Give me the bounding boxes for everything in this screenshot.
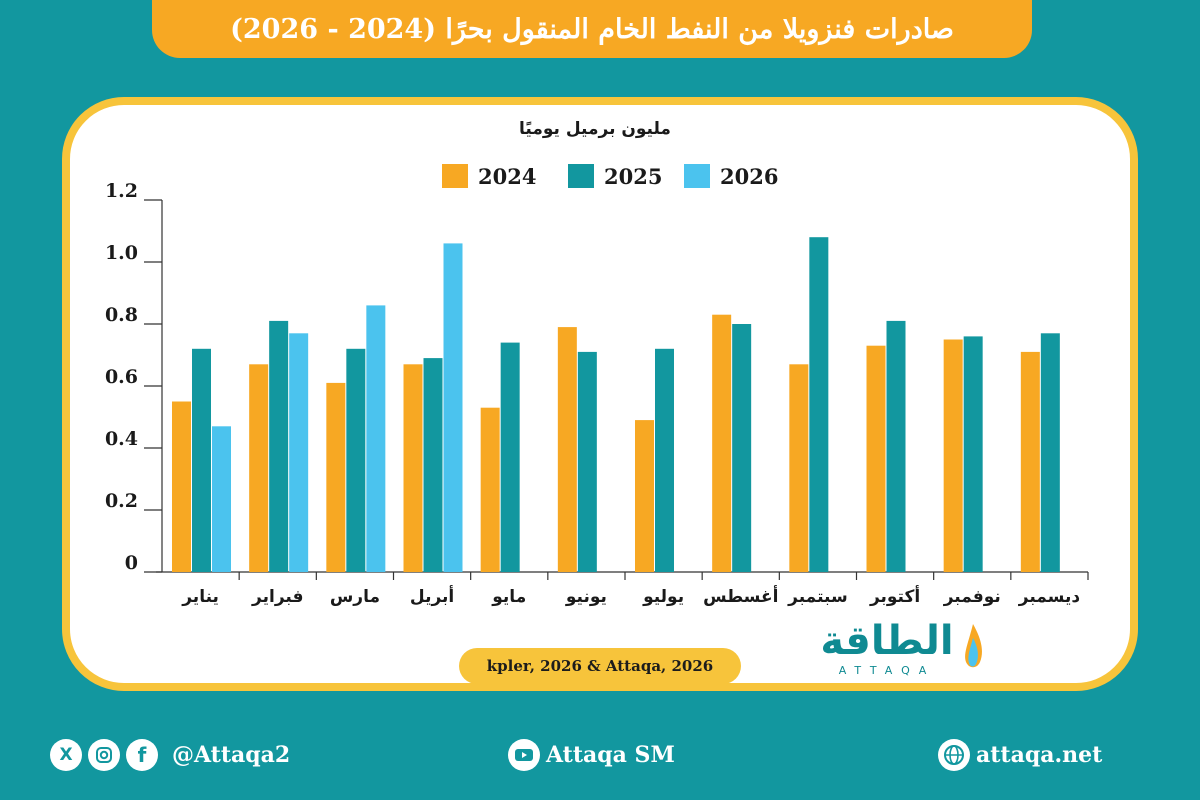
bar-2025-10 (886, 320, 906, 572)
bar-2024-5 (480, 407, 500, 572)
x-category-label: يناير (181, 587, 219, 607)
x-category-label: أكتوبر (869, 585, 920, 607)
globe-icon[interactable] (938, 739, 970, 771)
bar-2025-5 (500, 342, 520, 572)
logo-word: الطاقة (820, 618, 954, 664)
legend-swatch-2026 (684, 164, 710, 188)
legend-swatch-2025 (568, 164, 594, 188)
bar-2024-8 (712, 314, 732, 572)
x-category-label: نوفمبر (943, 587, 1001, 607)
bar-2025-3 (346, 348, 366, 572)
facebook-icon[interactable]: f (126, 739, 158, 771)
bar-2025-1 (192, 348, 211, 572)
bar-2024-4 (403, 364, 423, 572)
bar-2024-11 (943, 339, 963, 572)
legend-label-2024: 2024 (478, 164, 536, 189)
bar-2026-2 (289, 333, 309, 572)
legend-label-2025: 2025 (604, 164, 662, 189)
bar-2025-2 (269, 320, 289, 572)
bar-2025-7 (655, 348, 674, 572)
bar-2024-1 (172, 401, 191, 572)
bar-2025-9 (809, 237, 829, 572)
y-tick-label: 1.0 (105, 242, 138, 264)
bar-2024-12 (1020, 351, 1040, 572)
title-banner: صادرات فنزويلا من النفط الخام المنقول بح… (152, 0, 1032, 58)
bar-2025-8 (732, 324, 752, 572)
bar-2025-6 (577, 351, 597, 572)
footer: X f @Attaqa2 Attaqa SM attaqa.net (0, 728, 1200, 782)
x-category-label: مايو (491, 587, 526, 607)
y-tick-label: 0.6 (105, 366, 138, 388)
page-title: صادرات فنزويلا من النفط الخام المنقول بح… (230, 13, 954, 45)
x-category-label: ديسمبر (1018, 587, 1081, 607)
x-category-label: أبريل (410, 585, 454, 607)
y-tick-label: 0.8 (105, 304, 138, 326)
bar-2026-3 (366, 305, 386, 572)
source-text: kpler, 2026 & Attaqa, 2026 (486, 657, 714, 675)
y-tick-label: 0.2 (105, 490, 138, 512)
youtube-group: Attaqa SM (508, 728, 675, 782)
x-category-label: فبراير (251, 587, 303, 607)
legend-swatch-2024 (442, 164, 468, 188)
social-handle[interactable]: @Attaqa2 (172, 742, 291, 768)
social-group: X f @Attaqa2 (50, 728, 290, 782)
bar-2026-1 (212, 426, 231, 572)
y-tick-label: 1.2 (105, 180, 138, 202)
youtube-name[interactable]: Attaqa SM (546, 742, 675, 768)
x-category-label: سبتمبر (787, 587, 848, 607)
bar-2024-2 (249, 364, 269, 572)
y-tick-label: 0 (125, 552, 138, 574)
x-icon[interactable]: X (50, 739, 82, 771)
bar-2024-6 (557, 327, 577, 572)
attaqa-logo: الطاقة ATTAQA (812, 618, 992, 680)
flame-drop-icon (965, 624, 982, 668)
x-category-label: يوليو (642, 587, 684, 607)
instagram-icon[interactable] (88, 739, 120, 771)
bar-2026-4 (443, 243, 463, 572)
logo-latin: ATTAQA (838, 664, 936, 677)
bar-2024-10 (866, 345, 886, 572)
source-pill: kpler, 2026 & Attaqa, 2026 (459, 648, 741, 684)
website-url[interactable]: attaqa.net (976, 742, 1103, 768)
website-group: attaqa.net (938, 728, 1102, 782)
bar-2025-11 (963, 336, 983, 572)
y-tick-label: 0.4 (105, 428, 138, 450)
y-axis-unit-label: مليون برميل يوميًا (519, 119, 671, 139)
x-category-label: أغسطس (703, 585, 778, 607)
youtube-icon[interactable] (508, 739, 540, 771)
x-category-label: يونيو (565, 587, 607, 607)
bar-2025-4 (423, 358, 443, 572)
x-category-label: مارس (330, 587, 380, 607)
bar-2024-9 (789, 364, 809, 572)
bar-2024-3 (326, 382, 346, 572)
bar-2025-12 (1040, 333, 1060, 572)
bar-2024-7 (635, 420, 654, 572)
legend-label-2026: 2026 (720, 164, 778, 189)
